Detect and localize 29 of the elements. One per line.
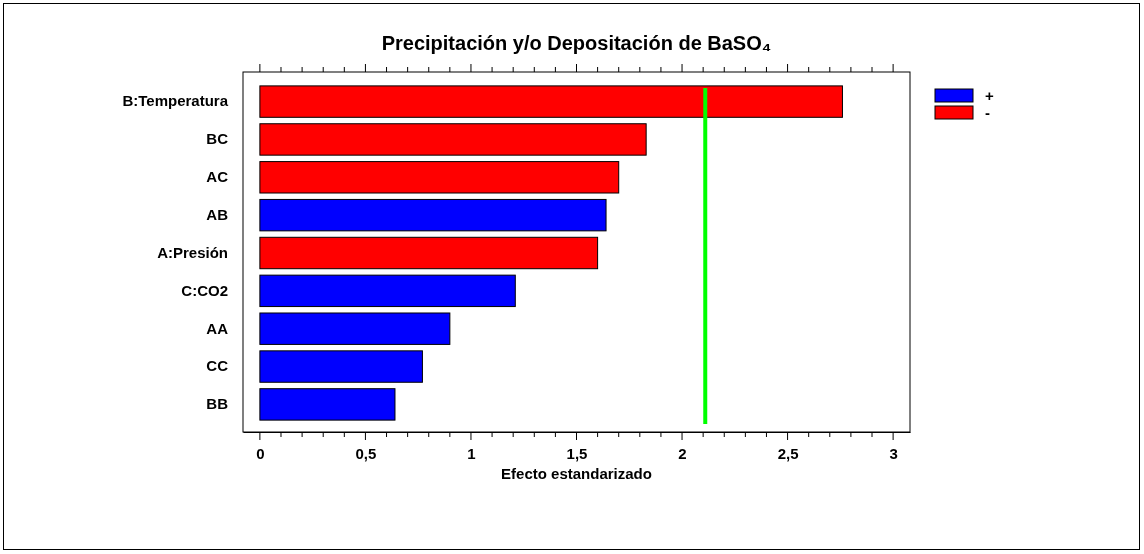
y-tick-label: BB	[206, 395, 229, 413]
bar	[259, 198, 607, 232]
bar	[259, 123, 647, 156]
x-tick-label: 1,5	[566, 445, 588, 462]
x-tick-label: 2	[678, 445, 687, 462]
bar	[259, 350, 423, 383]
y-tick-label: BC	[206, 130, 229, 148]
y-tick-label: C:CO2	[181, 281, 228, 299]
chart-title: Precipitación y/o Depositación de BaSO₄	[381, 32, 772, 54]
x-tick-label: 1	[467, 445, 476, 462]
y-tick-label: A:Presión	[157, 243, 228, 261]
y-tick-label: B:Temperatura	[122, 92, 229, 110]
bar	[259, 161, 620, 194]
bar	[259, 236, 599, 270]
y-tick-label: AA	[206, 319, 229, 337]
legend-label: +	[985, 87, 994, 104]
x-tick-label: 0	[256, 445, 265, 462]
x-tick-label: 3	[889, 445, 898, 462]
x-tick-label: 0,5	[355, 445, 377, 462]
bar	[259, 388, 396, 421]
bar	[259, 85, 843, 118]
x-axis-title: Efecto estandarizado	[501, 465, 652, 482]
y-tick-label: AB	[206, 205, 229, 223]
y-tick-label: CC	[206, 357, 229, 375]
bar	[259, 274, 516, 308]
legend-label: -	[985, 104, 990, 121]
bar	[259, 312, 451, 345]
y-tick-label: AC	[206, 168, 229, 186]
x-tick-label: 2,5	[777, 445, 799, 462]
